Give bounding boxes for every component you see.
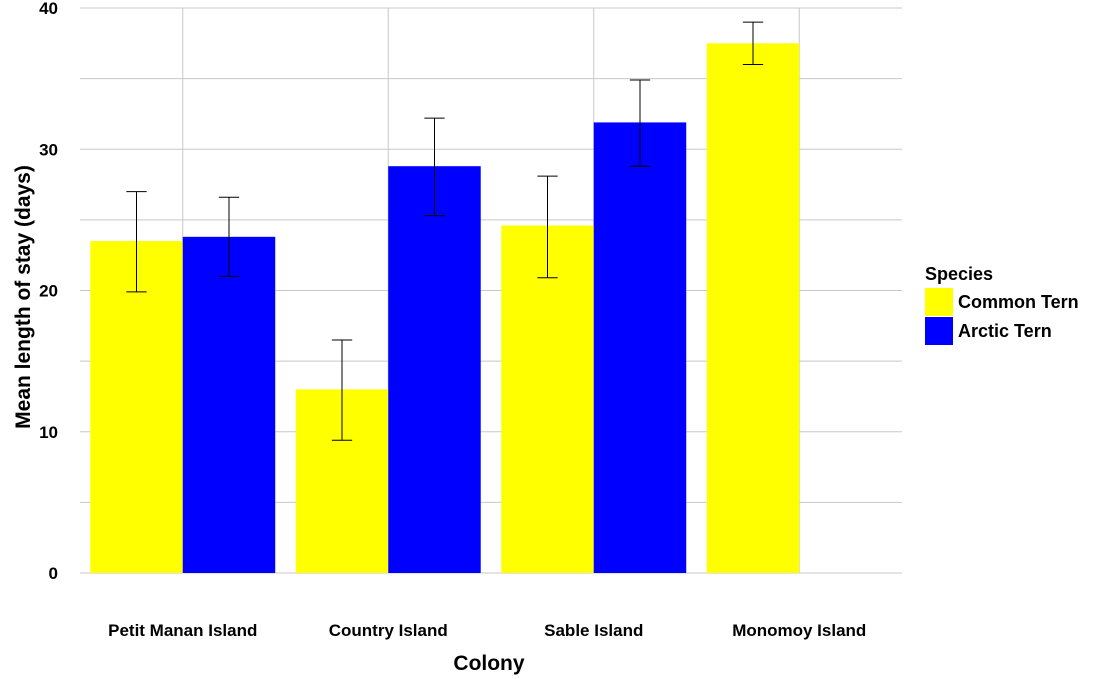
error-bar-common-tern-country-island	[331, 339, 353, 441]
y-tick-label: 40	[39, 0, 58, 18]
error-bar-common-tern-sable-island	[537, 175, 558, 279]
y-tick-label: 20	[39, 282, 58, 301]
x-axis-title: Colony	[453, 652, 524, 675]
legend-label-arctic-tern: Arctic Tern	[958, 321, 1052, 341]
y-tick-label: 10	[39, 423, 58, 442]
legend-label-common-tern: Common Tern	[958, 292, 1079, 312]
error-bar-arctic-tern-country-island	[424, 117, 445, 217]
x-tick-label-monomoy-island: Monomoy Island	[732, 621, 866, 640]
error-bar-arctic-tern-petit-manan-island	[218, 196, 240, 277]
x-tick-label-country-island: Country Island	[329, 621, 448, 640]
x-tick-label-sable-island: Sable Island	[544, 621, 643, 640]
x-axis-ticks: Petit Manan Island Country Island Sable Is…	[108, 621, 866, 640]
bar-arctic-tern-country-island	[388, 166, 481, 573]
legend: Species Common Tern Arctic Tern	[925, 264, 1079, 345]
legend-title: Species	[925, 264, 993, 284]
error-bar-common-tern-monomoy-island	[742, 21, 764, 65]
bar-common-tern-sable-island	[501, 225, 594, 573]
bars	[90, 43, 800, 573]
legend-swatch-common-tern	[925, 288, 953, 316]
y-tick-label: 0	[49, 564, 58, 583]
bar-common-tern-monomoy-island	[706, 43, 800, 573]
error-bar-common-tern-petit-manan-island	[126, 191, 147, 293]
bar-common-tern-petit-manan-island	[90, 241, 183, 573]
legend-swatch-arctic-tern	[925, 317, 953, 345]
bar-arctic-tern-petit-manan-island	[182, 236, 276, 573]
y-axis-title: Mean length of stay (days)	[12, 165, 35, 429]
y-tick-label: 30	[39, 140, 58, 159]
bar-arctic-tern-sable-island	[593, 122, 687, 573]
error-bars	[126, 21, 764, 441]
x-tick-label-petit-manan-island: Petit Manan Island	[108, 621, 257, 640]
error-bar-arctic-tern-sable-island	[629, 79, 651, 167]
y-axis-ticks: 0 10 20 30 40	[39, 0, 58, 583]
